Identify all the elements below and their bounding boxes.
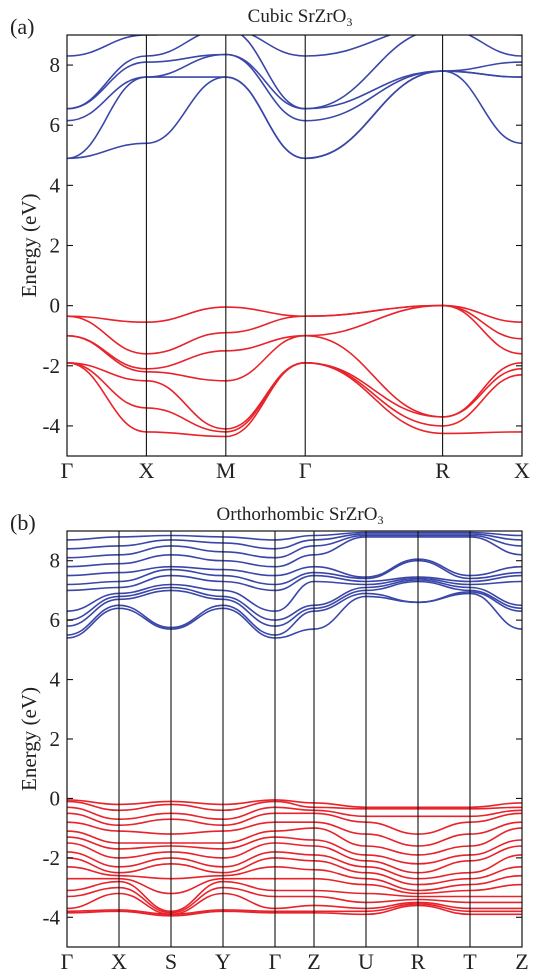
valence-band-b-4 xyxy=(67,821,522,847)
conduction-band-b-10 xyxy=(67,533,522,550)
kpoint-label-b-9: Z xyxy=(515,949,528,971)
conduction-band-b-3 xyxy=(67,579,522,621)
conduction-band-a-5 xyxy=(67,35,522,57)
kpoint-label-b-6: U xyxy=(358,949,374,971)
kpoint-label-b-2: S xyxy=(165,949,177,971)
ytick-label-b-4: 0 xyxy=(50,786,61,810)
conduction-band-b-7 xyxy=(67,558,522,578)
kpoint-label-b-4: Γ xyxy=(269,949,282,971)
ytick-label-a-1: 6 xyxy=(50,113,61,137)
bands-b xyxy=(67,531,522,917)
valence-band-b-5 xyxy=(67,827,522,856)
panel-label-a: (a) xyxy=(10,14,34,39)
chart-title-a: Cubic SrZrO3 xyxy=(248,6,353,29)
kpoint-label-a-5: X xyxy=(514,458,530,483)
ytick-label-b-5: -2 xyxy=(43,846,61,870)
valence-band-b-12 xyxy=(67,880,522,913)
ytick-label-a-2: 4 xyxy=(50,173,61,197)
conduction-band-b-5 xyxy=(67,574,522,592)
kpoint-label-b-8: T xyxy=(463,949,477,971)
ytick-label-a-3: 2 xyxy=(50,234,61,258)
kpoint-label-a-4: R xyxy=(435,458,450,483)
panel-label-b: (b) xyxy=(10,510,36,535)
conduction-band-b-11 xyxy=(67,531,522,541)
valence-band-a-2 xyxy=(67,304,522,370)
valence-band-b-14 xyxy=(67,892,522,916)
conduction-band-b-0 xyxy=(67,592,522,639)
kpoint-label-a-1: X xyxy=(138,458,154,483)
kpoint-label-b-1: X xyxy=(111,949,127,971)
chart-title-b: Orthorhombic SrZrO3 xyxy=(217,504,384,527)
valence-band-a-4 xyxy=(67,361,522,430)
valence-band-b-1 xyxy=(67,800,522,812)
kpoint-label-a-2: M xyxy=(216,458,236,483)
ytick-label-b-1: 6 xyxy=(50,608,61,632)
valence-band-a-1 xyxy=(67,304,522,355)
valence-band-b-15 xyxy=(67,903,522,916)
conduction-band-a-1 xyxy=(67,70,522,160)
y-axis-label-a: Energy (eV) xyxy=(17,194,41,298)
valence-band-b-7 xyxy=(67,842,522,874)
valence-band-b-0 xyxy=(67,799,522,809)
kpoint-label-a-3: Γ xyxy=(299,458,312,483)
valence-band-a-5 xyxy=(67,361,522,433)
conduction-band-b-1 xyxy=(67,591,522,636)
valence-band-b-10 xyxy=(67,865,522,892)
kpoint-label-b-0: Γ xyxy=(61,949,74,971)
valence-band-b-11 xyxy=(67,877,522,895)
kpoint-label-a-0: Γ xyxy=(61,458,74,483)
valence-band-a-6 xyxy=(67,361,522,438)
conduction-band-b-2 xyxy=(67,580,522,627)
valence-band-b-8 xyxy=(67,851,522,880)
conduction-band-a-3 xyxy=(67,53,522,110)
y-axis-label-b: Energy (eV) xyxy=(17,687,41,791)
ytick-label-a-0: 8 xyxy=(50,53,61,77)
kpoint-label-b-7: R xyxy=(411,949,426,971)
conduction-band-b-8 xyxy=(67,536,522,568)
ytick-label-a-4: 0 xyxy=(50,294,61,318)
valence-band-a-3 xyxy=(67,334,522,418)
ytick-label-b-2: 4 xyxy=(50,668,61,692)
valence-band-b-3 xyxy=(67,812,522,835)
kpoint-label-b-5: Z xyxy=(307,949,320,971)
conduction-band-b-6 xyxy=(67,559,522,586)
ytick-label-b-3: 2 xyxy=(50,727,61,751)
valence-band-b-2 xyxy=(67,806,522,821)
ytick-label-a-6: -4 xyxy=(43,414,61,438)
conduction-band-a-0 xyxy=(67,70,522,160)
conduction-band-b-4 xyxy=(67,577,522,613)
valence-band-b-9 xyxy=(67,857,522,886)
kpoint-label-b-3: Y xyxy=(215,949,231,971)
ytick-label-a-5: -2 xyxy=(43,354,61,378)
conduction-band-b-9 xyxy=(67,534,522,559)
axes-frame-a xyxy=(66,34,523,457)
valence-band-b-13 xyxy=(67,886,522,914)
ytick-label-b-0: 8 xyxy=(50,549,61,573)
ytick-label-b-6: -4 xyxy=(43,905,61,929)
conduction-band-a-4 xyxy=(67,35,522,110)
valence-band-b-6 xyxy=(67,836,522,865)
bands-a xyxy=(67,35,522,438)
valence-band-b-16 xyxy=(67,904,522,917)
